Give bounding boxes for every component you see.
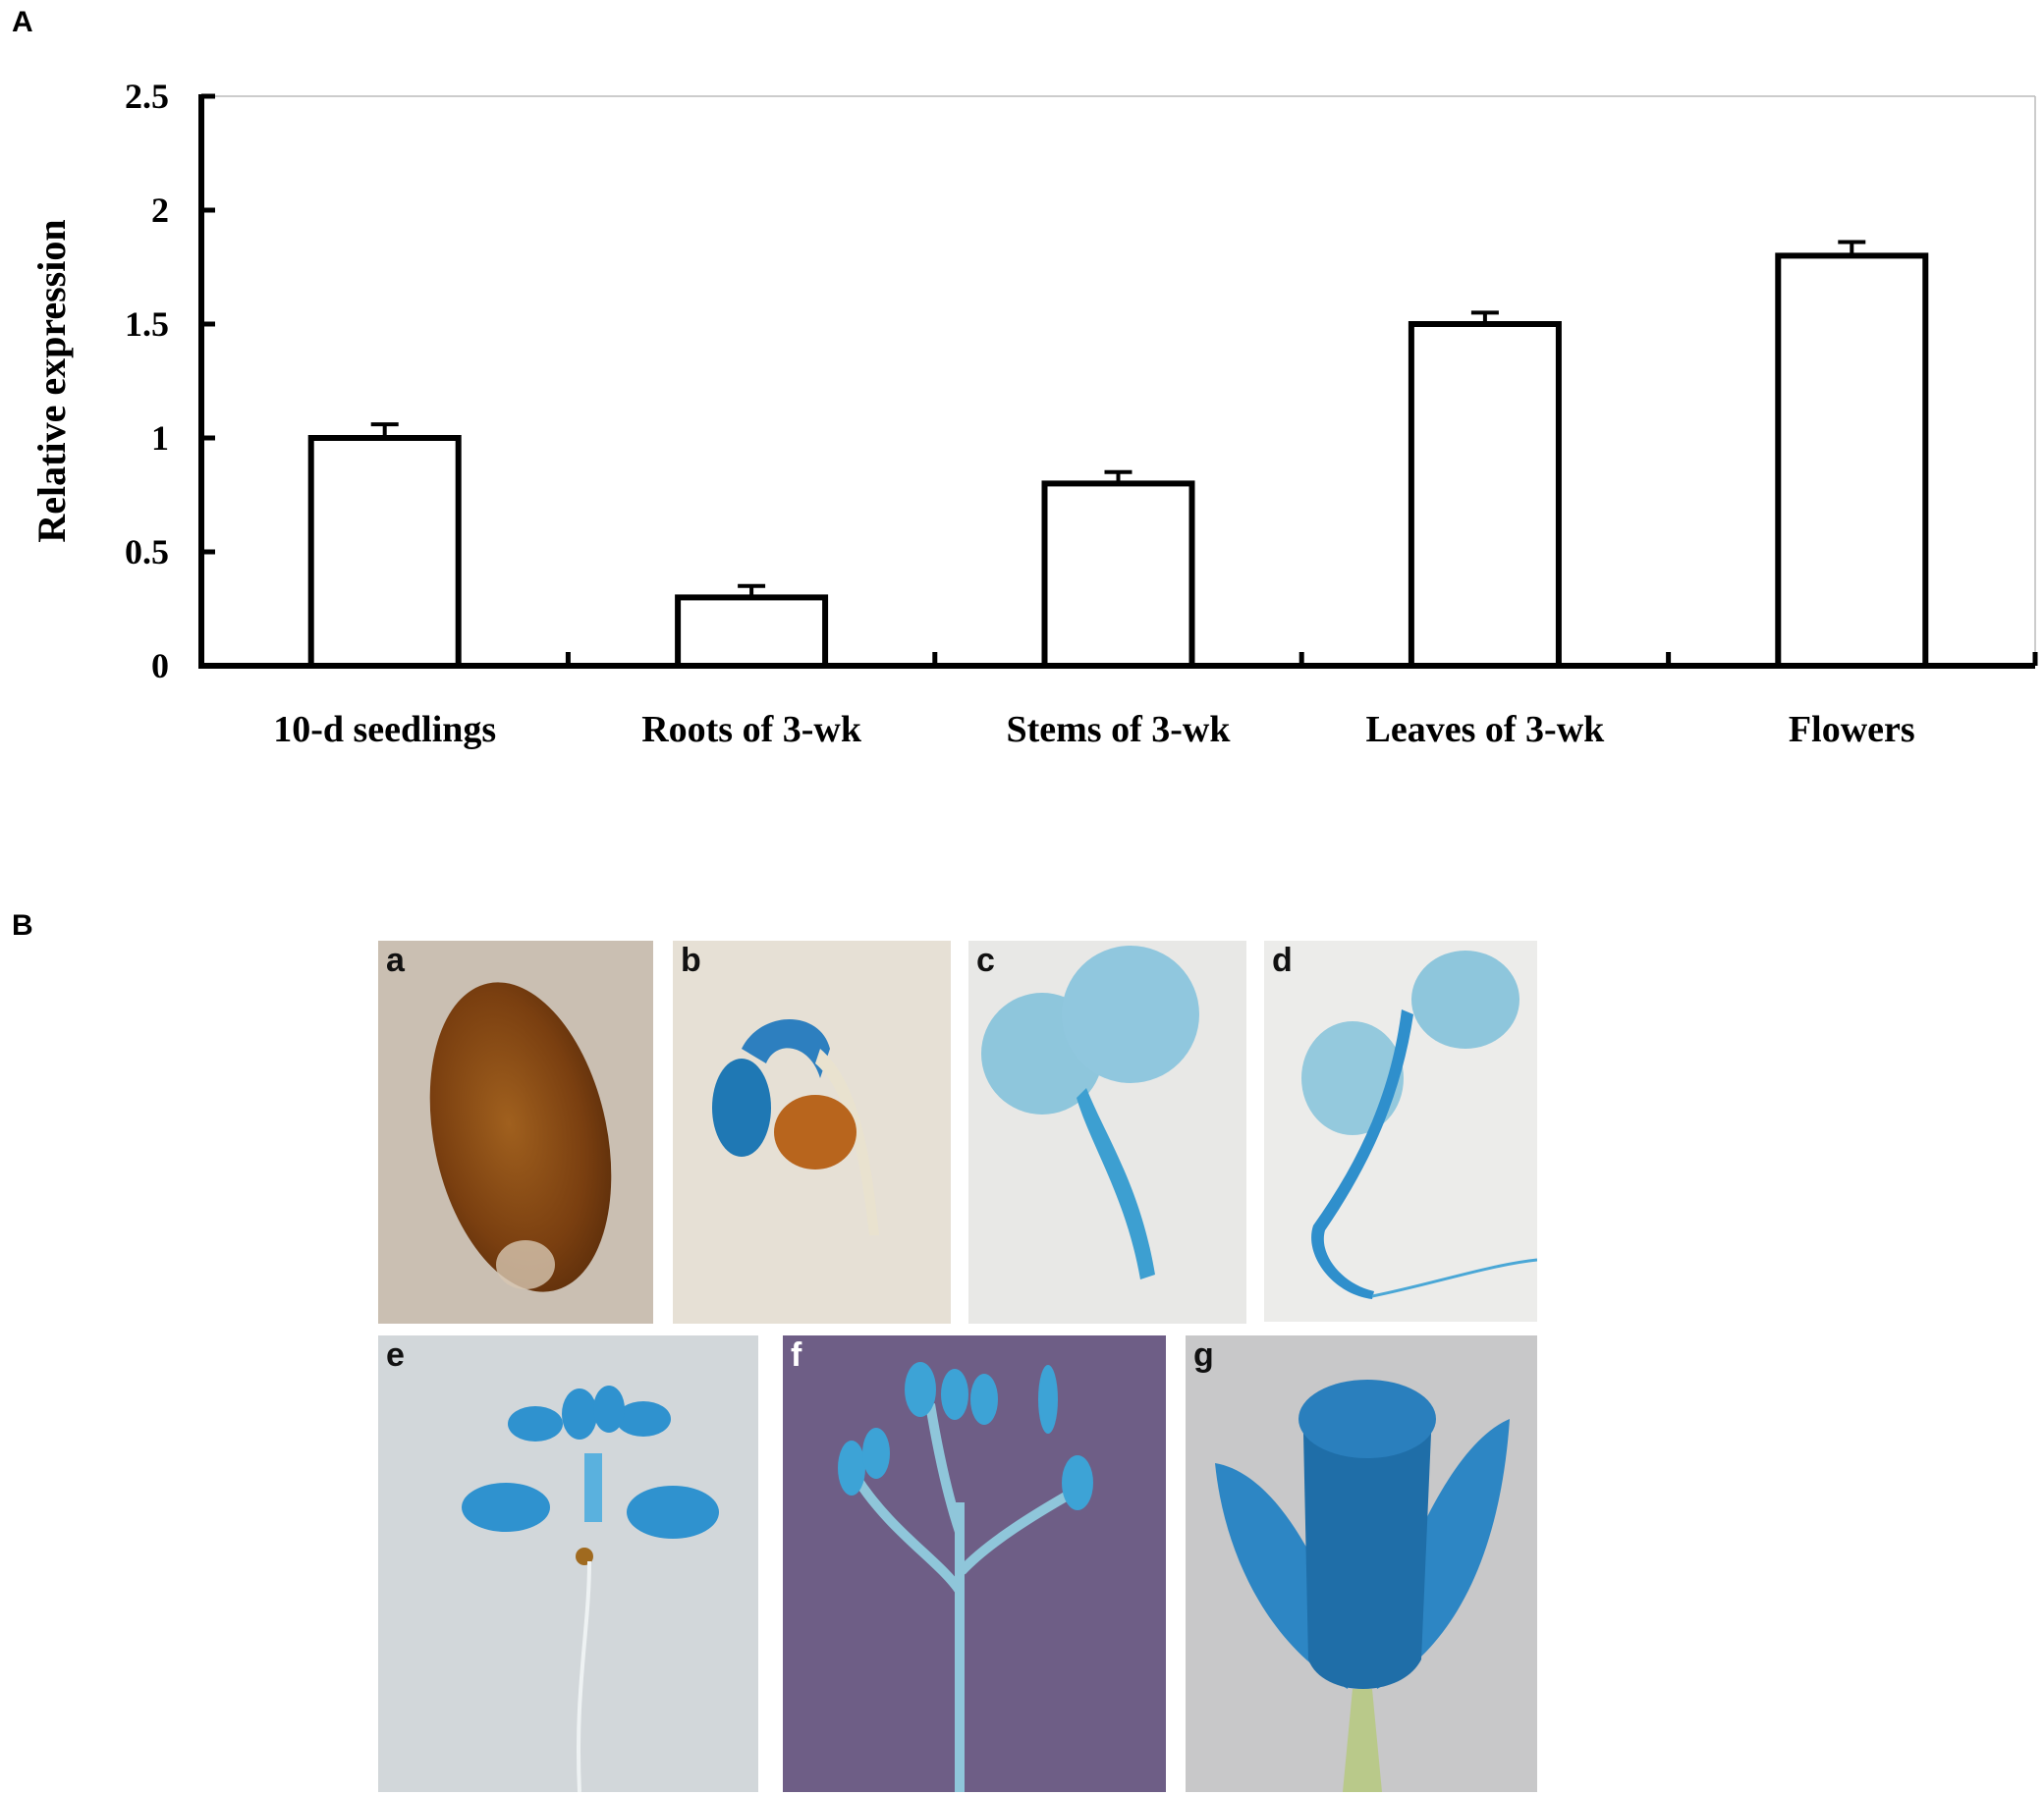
photo-letter-a: a bbox=[386, 942, 405, 979]
x-tick-label: Roots of 3-wk bbox=[641, 709, 862, 750]
photo-panel-germinating-seedling: b bbox=[673, 941, 951, 1324]
bar bbox=[1775, 252, 1929, 669]
seed-image bbox=[378, 941, 653, 1324]
germinating-seedling-image bbox=[673, 941, 951, 1324]
photo-panel-seedling-cotyledons: c bbox=[968, 941, 1246, 1324]
bar bbox=[1041, 480, 1195, 669]
y-tick-label: 1 bbox=[151, 418, 169, 458]
y-tick-label: 2.5 bbox=[125, 77, 169, 116]
x-tick-label: Leaves of 3-wk bbox=[1366, 709, 1606, 750]
photo-letter-c: c bbox=[976, 942, 995, 979]
y-axis-label: Relative expression bbox=[29, 219, 74, 542]
photo-panel-young-plant: e bbox=[378, 1335, 758, 1792]
photo-letter-g: g bbox=[1193, 1336, 1214, 1374]
photo-panel-flower: g bbox=[1186, 1335, 1537, 1792]
panel-label-b: B bbox=[12, 909, 33, 942]
flower-image bbox=[1186, 1335, 1537, 1792]
y-tick-label: 2 bbox=[151, 190, 169, 230]
y-tick-label: 0 bbox=[151, 646, 169, 685]
y-tick-label: 1.5 bbox=[125, 304, 169, 344]
bar bbox=[675, 594, 829, 670]
x-tick-label: Flowers bbox=[1789, 709, 1915, 750]
photo-letter-e: e bbox=[386, 1336, 405, 1374]
seedling-with-root-image bbox=[1264, 941, 1537, 1322]
bar bbox=[307, 435, 462, 669]
seedling-cotyledons-image bbox=[968, 941, 1246, 1324]
y-tick-label: 0.5 bbox=[125, 532, 169, 571]
x-tick-label: 10-d seedlings bbox=[273, 709, 496, 750]
panel-label-a: A bbox=[12, 6, 33, 38]
young-plant-image bbox=[378, 1335, 758, 1792]
photo-letter-d: d bbox=[1272, 942, 1293, 979]
bar-chart: 10-d seedlings Roots of 3-wk Stems of 3-wk… bbox=[29, 77, 2038, 750]
bar bbox=[1408, 321, 1562, 669]
x-tick-label: Stems of 3-wk bbox=[1007, 709, 1232, 750]
photo-panel-inflorescence: f bbox=[783, 1335, 1166, 1792]
photo-panel-seedling-with-root: d bbox=[1264, 941, 1537, 1322]
photo-letter-b: b bbox=[681, 942, 701, 979]
photo-panel-seed: a bbox=[378, 941, 653, 1324]
inflorescence-image bbox=[783, 1335, 1166, 1792]
photo-letter-f: f bbox=[791, 1336, 802, 1374]
